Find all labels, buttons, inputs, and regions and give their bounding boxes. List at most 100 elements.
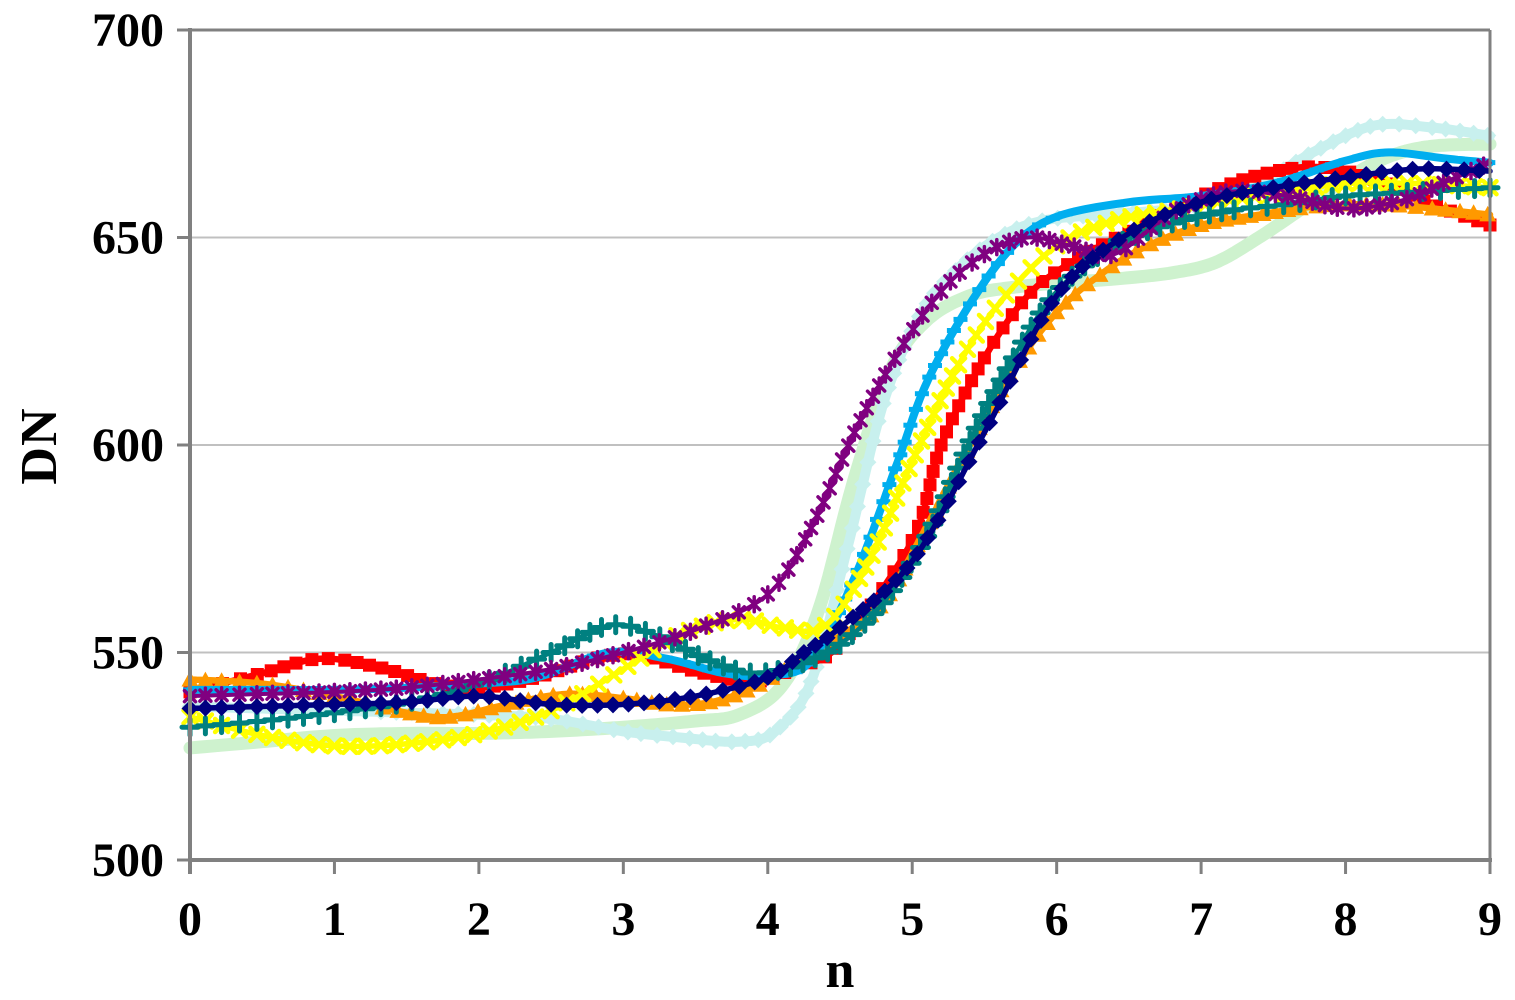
- marker-star: [1346, 199, 1362, 218]
- marker-x: [495, 718, 514, 736]
- marker-diamond: [1299, 146, 1317, 164]
- marker-diamond: [1022, 330, 1040, 348]
- marker-diamond: [1001, 372, 1019, 390]
- marker-diamond: [887, 571, 905, 589]
- marker-star: [652, 633, 667, 652]
- marker-dash: [1073, 207, 1088, 213]
- marker-diamond: [833, 560, 851, 578]
- marker-diamond: [730, 677, 748, 695]
- marker-diamond: [231, 698, 248, 716]
- x-tick-label: 6: [1045, 893, 1069, 946]
- marker-square: [1015, 296, 1029, 310]
- marker-diamond: [620, 695, 637, 713]
- marker-plus: [634, 620, 656, 642]
- marker-plus: [591, 617, 612, 638]
- marker-diamond: [295, 696, 312, 714]
- marker-plus: [579, 621, 601, 643]
- marker-diamond: [1465, 124, 1483, 142]
- marker-triangle: [1205, 213, 1222, 229]
- marker-diamond: [806, 636, 824, 654]
- marker-diamond: [849, 498, 866, 515]
- marker-star: [803, 518, 819, 538]
- marker-square: [1048, 266, 1062, 280]
- marker-diamond: [843, 519, 861, 537]
- marker-diamond: [854, 475, 872, 493]
- marker-triangle: [1229, 209, 1247, 225]
- marker-triangle: [231, 673, 248, 689]
- x-tick-label: 4: [756, 893, 780, 946]
- marker-diamond: [707, 732, 725, 750]
- marker-diamond: [1233, 184, 1251, 202]
- marker-x: [746, 612, 765, 630]
- marker-x: [1085, 218, 1103, 237]
- marker-triangle: [1192, 216, 1210, 232]
- marker-star: [847, 423, 862, 442]
- marker-plus: [984, 381, 1006, 403]
- marker-dash: [934, 351, 949, 357]
- marker-star: [497, 666, 512, 686]
- marker-square: [958, 386, 972, 400]
- x-tick-label: 8: [1334, 893, 1358, 946]
- marker-x: [976, 312, 995, 331]
- marker-square: [363, 658, 376, 672]
- marker-square: [388, 665, 402, 678]
- marker-dash: [963, 301, 977, 307]
- marker-x: [887, 489, 906, 507]
- marker-star: [731, 603, 747, 622]
- marker-star: [1305, 192, 1320, 212]
- marker-star: [1292, 189, 1308, 208]
- marker-diamond: [664, 728, 682, 746]
- marker-x: [863, 546, 881, 564]
- marker-triangle: [658, 695, 676, 712]
- marker-diamond: [434, 690, 452, 707]
- marker-square: [920, 492, 934, 505]
- series-navy: [181, 160, 1493, 717]
- marker-star: [1372, 196, 1387, 215]
- marker-star: [1001, 232, 1017, 252]
- marker-square: [945, 412, 959, 426]
- marker-star: [528, 662, 543, 682]
- marker-plus: [567, 628, 589, 650]
- marker-square: [940, 425, 953, 439]
- marker-dash: [1381, 149, 1396, 155]
- marker-dash: [876, 499, 891, 505]
- marker-x: [761, 616, 780, 635]
- marker-diamond: [264, 697, 281, 715]
- marker-star: [771, 573, 787, 593]
- marker-star: [816, 493, 831, 512]
- marker-triangle: [213, 672, 231, 688]
- marker-diamond: [372, 694, 390, 712]
- marker-x: [574, 685, 592, 703]
- marker-diamond: [771, 718, 789, 736]
- marker-diamond: [681, 729, 699, 747]
- marker-plus: [194, 715, 216, 737]
- marker-triangle: [1066, 285, 1084, 302]
- marker-diamond: [865, 592, 883, 610]
- marker-x: [986, 299, 1005, 318]
- marker-star: [977, 244, 992, 264]
- marker-diamond: [1141, 213, 1158, 231]
- marker-dash: [788, 669, 803, 675]
- marker-diamond: [831, 619, 849, 637]
- marker-star: [481, 668, 497, 688]
- marker-dash: [1032, 222, 1047, 228]
- marker-triangle: [738, 682, 756, 698]
- marker-triangle: [428, 708, 446, 725]
- marker-star: [389, 679, 404, 698]
- marker-dash: [922, 374, 937, 380]
- marker-dash: [914, 391, 929, 397]
- marker-triangle: [1423, 200, 1441, 216]
- marker-x: [857, 558, 875, 576]
- marker-dash: [1276, 178, 1291, 184]
- marker-diamond: [1357, 166, 1375, 183]
- marker-x: [294, 733, 313, 752]
- marker-triangle: [1091, 266, 1109, 282]
- marker-diamond: [558, 712, 576, 730]
- marker-diamond: [248, 698, 266, 716]
- marker-diamond: [869, 412, 887, 430]
- marker-triangle: [586, 686, 604, 702]
- marker-dash: [953, 316, 968, 322]
- marker-diamond: [1063, 268, 1081, 286]
- marker-dash: [908, 406, 923, 412]
